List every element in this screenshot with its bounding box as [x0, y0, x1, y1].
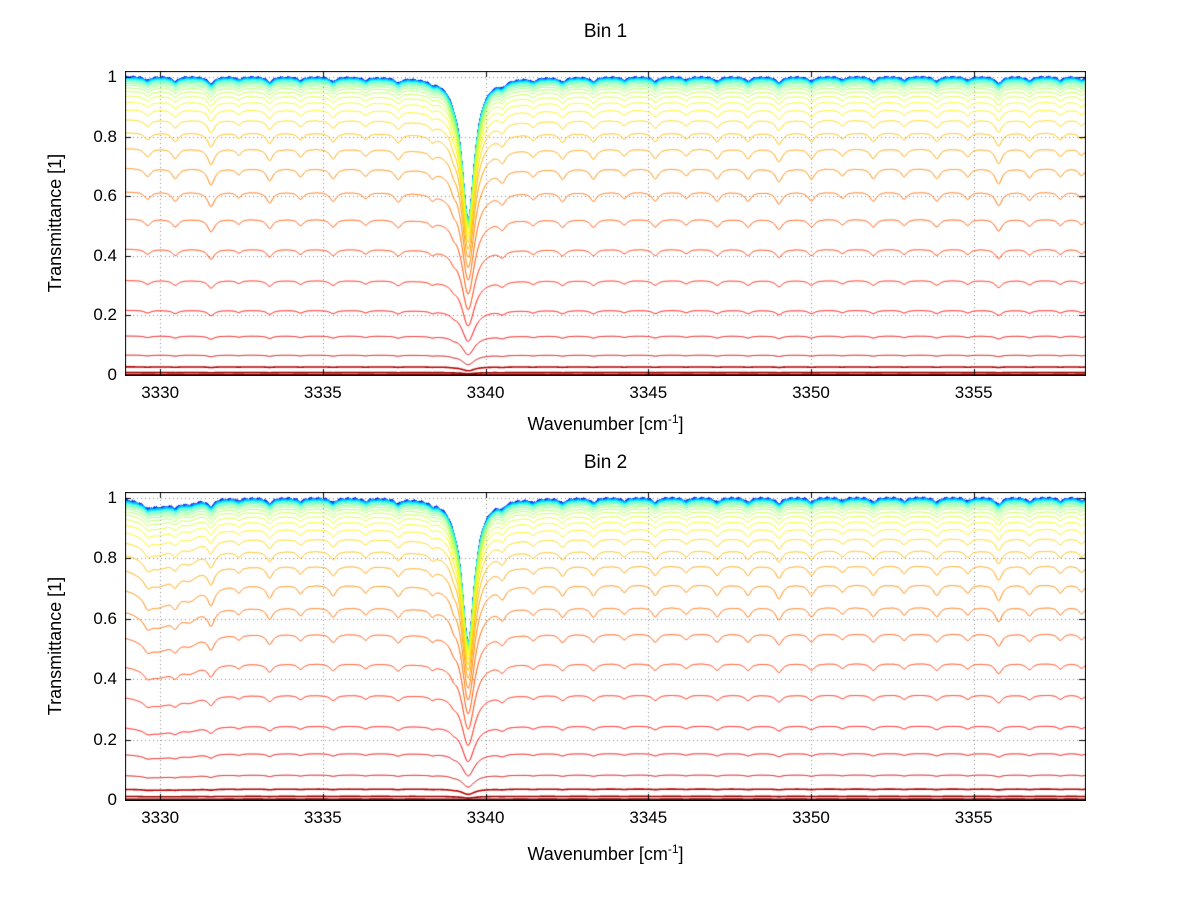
bin2-xlabel-prefix: Wavenumber [cm [527, 844, 668, 864]
bin2-x-tick-label-3335: 3335 [303, 808, 342, 827]
bin1-x-tick-label-3340: 3340 [466, 383, 505, 402]
bin1-xlabel-superscript: -1 [667, 412, 679, 426]
bin2-x-tick-label-3345: 3345 [629, 808, 668, 827]
bin1-x-tick-label-3355: 3355 [954, 383, 993, 402]
bin1-xlabel-suffix: ] [678, 414, 684, 434]
bin1-y-tick-label-1: 1 [107, 66, 117, 86]
bin2-x-tick-label-3350: 3350 [792, 808, 830, 827]
bin1-ylabel: Transmittance [1] [45, 153, 65, 293]
bin2-ylabel: Transmittance [1] [45, 576, 65, 716]
bin2-x-tick-label-3340: 3340 [466, 808, 505, 827]
bin2-x-tick-label-3330: 3330 [141, 808, 180, 827]
bin1-y-tick-label-0.6: 0.6 [93, 186, 117, 206]
bin2-y-tick-label-0: 0 [107, 790, 117, 809]
bin1-y-tick-label-0.4: 0.4 [93, 245, 117, 265]
bin1-title: Bin 1 [583, 21, 628, 42]
bin1-x-tick-label-3345: 3345 [629, 383, 668, 402]
bin2-x-tick-label-3355: 3355 [954, 808, 993, 827]
bin2-y-tick-label-0.2: 0.2 [93, 729, 117, 749]
bin1-x-tick-label-3330: 3330 [141, 383, 180, 402]
bin2-y-tick-label-0.8: 0.8 [93, 548, 117, 568]
bin1-plot-canvas [125, 71, 1086, 376]
bin1-xlabel-prefix: Wavenumber [cm [527, 414, 668, 434]
bin2-plot-canvas [125, 492, 1086, 801]
bin2-xlabel-suffix: ] [678, 844, 684, 864]
bin2-xlabel-superscript: -1 [667, 842, 679, 856]
bin2-y-tick-label-0.6: 0.6 [93, 608, 117, 628]
bin2-y-tick-label-1: 1 [107, 488, 117, 508]
bin2-xlabel: Wavenumber [cm-1] [125, 842, 1086, 865]
bin1-x-tick-label-3350: 3350 [792, 383, 830, 402]
bin2-y-tick-label-0.4: 0.4 [93, 669, 117, 689]
bin2-title: Bin 2 [583, 452, 628, 473]
bin1-y-tick-label-0.8: 0.8 [93, 126, 117, 146]
bin1-xlabel: Wavenumber [cm-1] [125, 412, 1086, 435]
bin1-y-tick-label-0: 0 [107, 365, 117, 384]
bin1-x-tick-label-3335: 3335 [303, 383, 342, 402]
bin1-y-tick-label-0.2: 0.2 [93, 305, 117, 325]
